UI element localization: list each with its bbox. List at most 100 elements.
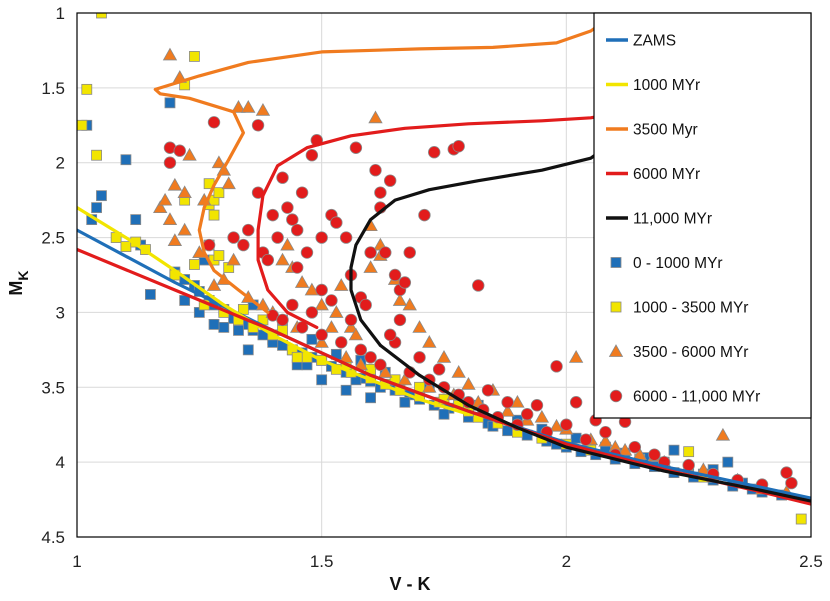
data-point bbox=[120, 241, 132, 252]
data-point bbox=[393, 313, 407, 327]
data-point bbox=[359, 298, 372, 312]
data-point bbox=[286, 213, 299, 226]
x-axis-title: V - K bbox=[389, 574, 430, 594]
data-point bbox=[241, 100, 256, 113]
data-point bbox=[231, 100, 246, 113]
data-point bbox=[226, 252, 241, 266]
data-point bbox=[363, 260, 378, 273]
y-tick-label: 1.5 bbox=[41, 79, 65, 98]
legend-entry-0-1000-myr: 0 - 1000 MYr bbox=[610, 255, 723, 272]
data-point bbox=[81, 83, 93, 95]
legend-swatch bbox=[610, 301, 622, 313]
data-point bbox=[167, 233, 183, 246]
data-point bbox=[275, 252, 290, 266]
data-point bbox=[316, 374, 328, 386]
data-point bbox=[315, 283, 328, 297]
data-point bbox=[207, 116, 221, 129]
data-point bbox=[560, 418, 573, 431]
y-tick-label: 2 bbox=[56, 154, 65, 173]
line-11-000-myr-main bbox=[378, 343, 811, 503]
legend-label: 3500 - 6000 MYr bbox=[633, 344, 748, 361]
data-point bbox=[452, 140, 465, 153]
data-point bbox=[349, 141, 363, 154]
data-point bbox=[77, 119, 88, 131]
legend-swatch bbox=[608, 344, 624, 357]
legend: ZAMS 1000 MYr 3500 Myr 6000 MYr 11,000 MYr 0 … bbox=[593, 12, 812, 419]
data-point bbox=[208, 209, 220, 221]
data-point bbox=[369, 163, 382, 177]
data-point bbox=[780, 466, 793, 479]
data-point bbox=[162, 212, 178, 226]
data-point bbox=[599, 426, 612, 439]
data-point bbox=[324, 320, 339, 333]
line-11-000-myr bbox=[349, 146, 608, 347]
data-point bbox=[305, 306, 319, 319]
data-point bbox=[340, 384, 352, 396]
data-point bbox=[383, 174, 397, 187]
data-point bbox=[153, 200, 168, 214]
data-point bbox=[266, 208, 279, 222]
legend-label: 1000 MYr bbox=[633, 77, 700, 94]
x-tick-label: 1.5 bbox=[310, 552, 334, 571]
line-3500-myr bbox=[153, 18, 608, 314]
data-point bbox=[598, 433, 613, 447]
legend-entry-1000-3500-myr: 1000 - 3500 MYr bbox=[610, 300, 748, 317]
y-tick-label: 1 bbox=[56, 4, 65, 23]
data-point bbox=[280, 237, 295, 251]
data-point bbox=[428, 146, 441, 159]
data-point bbox=[344, 313, 358, 327]
data-point bbox=[722, 456, 734, 468]
legend-label: 11,000 MYr bbox=[633, 211, 712, 228]
data-point bbox=[432, 363, 446, 376]
data-point bbox=[221, 176, 236, 190]
legend-label: 0 - 1000 MYr bbox=[633, 255, 723, 272]
legend-entry-zams: ZAMS bbox=[606, 33, 676, 50]
x-tick-label: 2.5 bbox=[799, 552, 823, 571]
data-point bbox=[348, 327, 364, 341]
data-point bbox=[276, 313, 289, 327]
legend-entry-6000-myr: 6000 MYr bbox=[606, 166, 700, 183]
legend-swatch bbox=[610, 257, 622, 268]
data-point bbox=[162, 47, 178, 61]
data-point bbox=[422, 335, 437, 348]
data-point bbox=[530, 399, 544, 412]
data-point bbox=[354, 343, 368, 357]
data-point bbox=[91, 202, 102, 214]
legend-label: 6000 MYr bbox=[633, 166, 700, 183]
data-point bbox=[436, 350, 452, 363]
legend-label: ZAMS bbox=[633, 33, 676, 50]
data-point bbox=[167, 177, 183, 191]
data-point bbox=[335, 336, 348, 349]
data-point bbox=[438, 408, 450, 420]
x-axis-ticks: 1 1.5 2 2.5 bbox=[72, 552, 823, 571]
data-point bbox=[91, 149, 102, 161]
data-point bbox=[402, 297, 417, 311]
data-point bbox=[461, 376, 476, 390]
legend-swatch bbox=[609, 389, 623, 403]
data-point bbox=[399, 396, 411, 408]
data-point bbox=[157, 192, 173, 206]
data-point bbox=[130, 214, 142, 226]
y-axis-title: MK bbox=[6, 270, 31, 295]
data-point bbox=[451, 365, 466, 378]
y-tick-label: 4.5 bbox=[41, 528, 65, 547]
data-point bbox=[173, 144, 186, 157]
data-point bbox=[251, 119, 265, 132]
data-point bbox=[579, 433, 593, 446]
data-point bbox=[189, 51, 200, 62]
data-point bbox=[294, 275, 310, 288]
data-point bbox=[682, 458, 695, 472]
data-point bbox=[261, 253, 275, 267]
data-point bbox=[329, 305, 344, 318]
data-point bbox=[534, 409, 550, 423]
y-axis-title-subscript: K bbox=[15, 270, 31, 280]
data-point bbox=[412, 320, 427, 333]
data-point bbox=[501, 396, 514, 409]
data-point bbox=[295, 186, 309, 199]
data-point bbox=[365, 392, 377, 404]
data-point bbox=[208, 319, 220, 330]
data-point bbox=[398, 276, 412, 289]
legend-label: 3500 Myr bbox=[633, 122, 698, 139]
data-point bbox=[213, 250, 225, 261]
data-point bbox=[472, 279, 485, 292]
